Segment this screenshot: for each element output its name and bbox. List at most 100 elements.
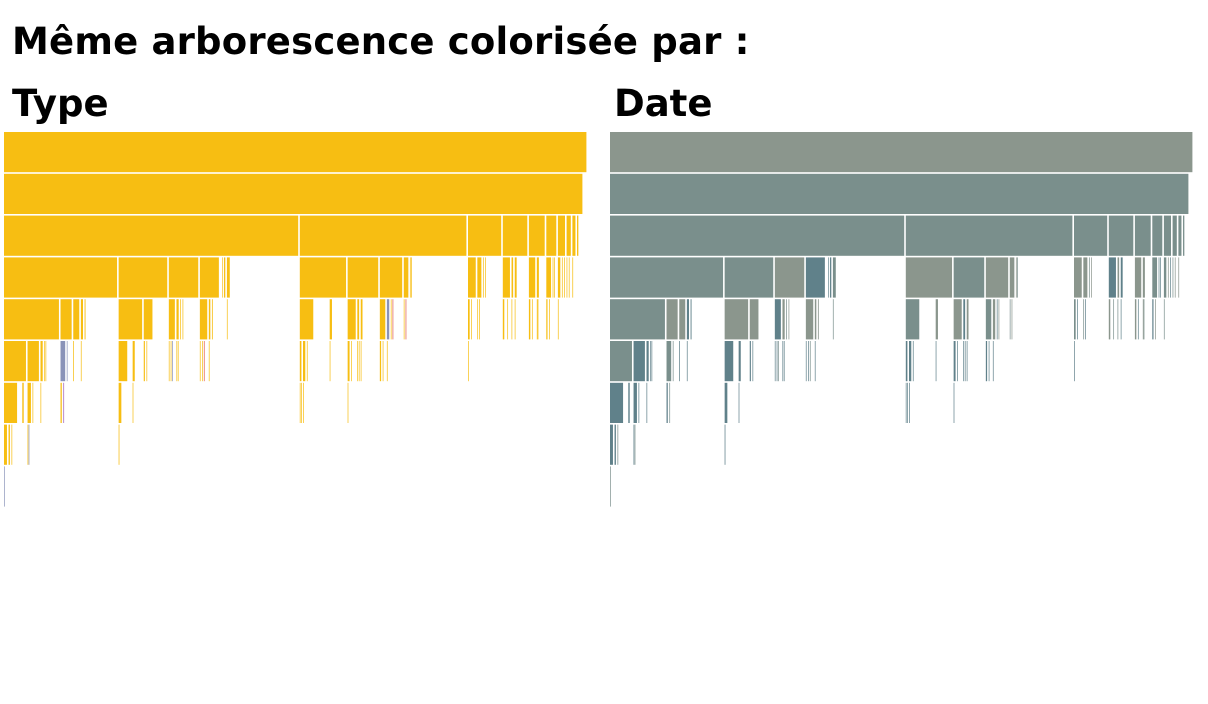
type-node-124: [546, 257, 552, 298]
type-node-17: [32, 382, 34, 423]
type-node-18: [40, 341, 43, 382]
date-node-107: [1091, 257, 1092, 298]
type-node-86: [379, 299, 386, 340]
date-node-110: [1108, 299, 1111, 340]
type-node-112: [511, 257, 514, 298]
type-node-66: [299, 299, 314, 340]
date-node-70: [909, 341, 912, 382]
date-node-30: [686, 341, 688, 382]
type-node-49: [177, 341, 179, 382]
date-node-52: [805, 257, 825, 298]
type-node-15: [27, 424, 29, 465]
type-node-46: [172, 341, 173, 382]
date-node-61: [830, 257, 832, 298]
date-node-78: [953, 382, 955, 423]
type-node-38: [132, 382, 134, 423]
date-node-108: [1108, 215, 1134, 256]
type-node-98: [468, 215, 502, 256]
panel-label-date: Date: [614, 82, 713, 125]
date-node-65: [905, 257, 953, 298]
type-node-19: [40, 382, 42, 423]
date-node-137: [1178, 215, 1182, 256]
date-node-31: [690, 299, 692, 340]
date-node-102: [1077, 299, 1078, 340]
type-node-65: [299, 257, 347, 298]
date-node-18: [646, 341, 649, 382]
type-node-102: [471, 299, 472, 340]
date-node-77: [953, 341, 956, 382]
type-node-16: [28, 424, 30, 465]
type-node-39: [143, 299, 153, 340]
type-node-132: [561, 257, 563, 298]
type-node-51: [182, 299, 184, 340]
type-node-31: [84, 299, 86, 340]
date-node-116: [1134, 215, 1151, 256]
date-node-87: [985, 341, 988, 382]
date-node-81: [963, 341, 965, 382]
type-node-43: [168, 299, 175, 340]
date-node-23: [666, 341, 672, 382]
type-node-78: [347, 382, 349, 423]
type-node-121: [536, 299, 538, 340]
date-node-113: [1117, 299, 1119, 340]
type-node-53: [199, 299, 208, 340]
panel-label-type: Type: [12, 82, 109, 125]
icicle-type-chart: [4, 132, 587, 507]
date-node-136: [1174, 257, 1176, 298]
type-node-57: [208, 299, 211, 340]
type-node-101: [468, 341, 469, 382]
date-node-71: [909, 382, 910, 423]
date-node-139: [1183, 215, 1185, 256]
type-node-54: [199, 341, 201, 382]
type-node-60: [222, 257, 224, 298]
date-node-94: [1009, 299, 1011, 340]
date-node-29: [686, 299, 689, 340]
type-node-89: [386, 299, 390, 340]
type-node-29: [80, 299, 83, 340]
type-node-131: [557, 299, 559, 340]
type-node-110: [502, 299, 505, 340]
date-node-59: [817, 299, 819, 340]
date-node-6: [610, 382, 624, 423]
date-node-96: [1015, 257, 1017, 298]
type-node-123: [546, 215, 557, 256]
date-node-24: [666, 382, 668, 423]
date-node-79: [957, 341, 958, 382]
date-node-101: [1074, 341, 1075, 382]
date-node-46: [778, 341, 779, 382]
type-node-42: [168, 257, 199, 298]
type-node-136: [568, 257, 570, 298]
type-node-119: [531, 299, 533, 340]
date-node-130: [1163, 257, 1167, 298]
date-node-37: [738, 341, 741, 382]
date-node-73: [935, 299, 938, 340]
type-node-28: [73, 341, 74, 382]
date-node-20: [650, 341, 651, 382]
type-node-107: [485, 257, 486, 298]
date-node-14: [633, 382, 637, 423]
date-node-92: [998, 299, 1000, 340]
type-node-70: [303, 341, 306, 382]
type-node-34: [118, 341, 128, 382]
date-node-106: [1088, 257, 1090, 298]
date-node-86: [985, 299, 992, 340]
type-node-115: [514, 299, 516, 340]
date-node-91: [996, 299, 998, 340]
type-node-52: [199, 257, 219, 298]
date-node-122: [1143, 299, 1145, 340]
icicle-type-panel: [4, 126, 596, 682]
date-node-19: [646, 382, 648, 423]
type-node-114: [514, 257, 517, 298]
date-node-128: [1160, 257, 1161, 298]
type-node-35: [118, 382, 122, 423]
date-node-80: [963, 299, 966, 340]
type-node-85: [379, 257, 403, 298]
type-node-69: [301, 382, 302, 423]
type-node-137: [572, 215, 576, 256]
type-node-68: [299, 382, 301, 423]
type-node-99: [468, 257, 476, 298]
date-node-121: [1142, 299, 1144, 340]
date-node-111: [1113, 299, 1115, 340]
type-node-117: [528, 257, 536, 298]
type-node-74: [329, 341, 331, 382]
